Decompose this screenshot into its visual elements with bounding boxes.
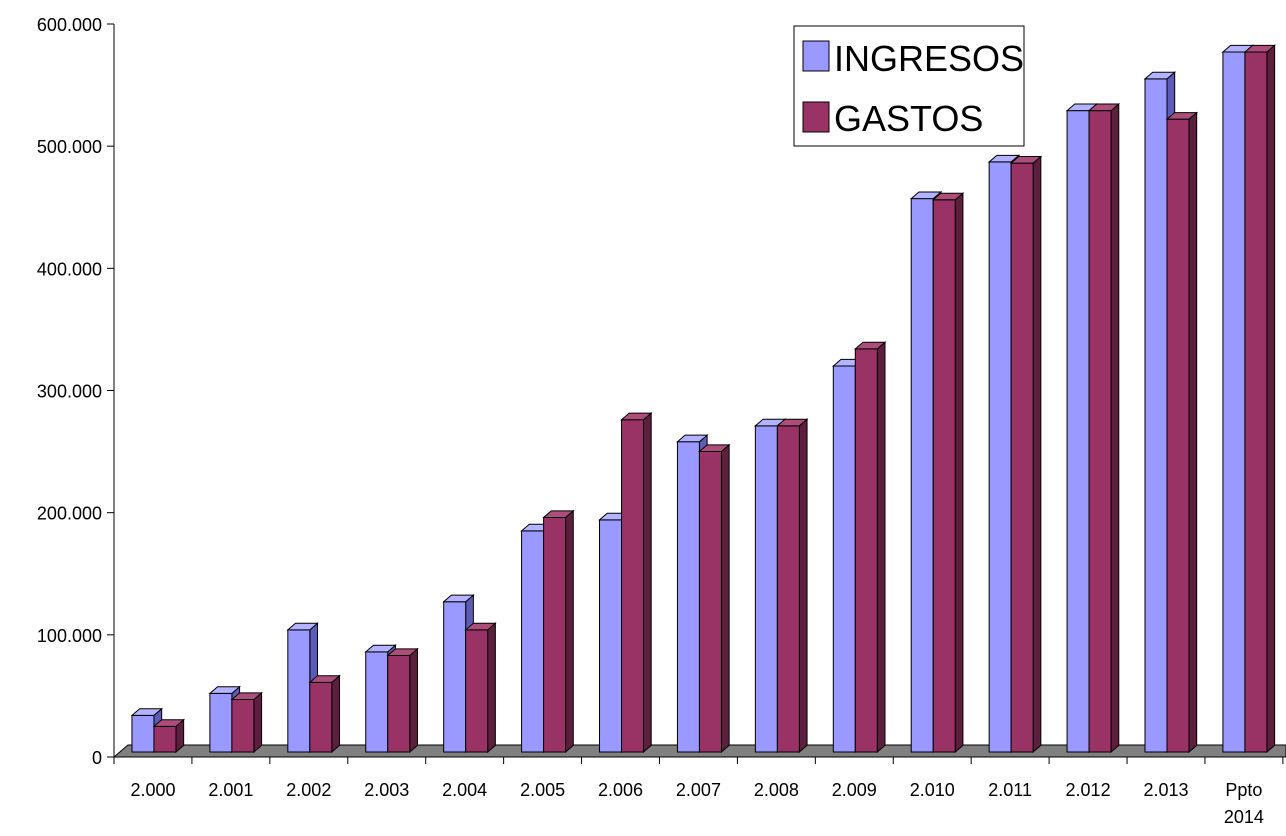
y-tick-label: 400.000 [37,259,102,279]
bar-gastos-2-000 [152,718,186,754]
bar-gastos-2-010 [931,192,965,754]
bar-gastos-2-002 [308,674,341,754]
legend-label-gastos: GASTOS [834,98,983,139]
x-tick-label-2-007: 2.007 [676,780,721,800]
legend-label-ingresos: INGRESOS [834,38,1024,79]
bars-group [130,44,1276,754]
x-tick-label-2-012: 2.012 [1066,780,1111,800]
x-tick-label-2-005: 2.005 [520,780,565,800]
x-tick-label-2-011: 2.011 [988,780,1032,800]
bar-gastos-2-003 [386,647,419,754]
bar-gastos-2-007 [698,443,731,754]
x-tick-label-2-002: 2.002 [286,780,331,800]
bar-gastos-ppto-2014 [1243,44,1276,754]
y-tick-label: 200.000 [37,504,102,524]
legend: INGRESOS GASTOS [793,25,1025,147]
bar-gastos-2-011 [1009,155,1043,754]
x-tick-label-2-009: 2.009 [832,780,877,800]
legend-swatch-gastos [802,101,830,133]
bar-gastos-2-013 [1165,111,1199,754]
bar-gastos-2-008 [776,418,809,754]
x-tick-label-2-004: 2.004 [442,780,487,800]
bar-gastos-2-012 [1087,102,1121,754]
y-tick-label: 300.000 [37,382,102,402]
x-tick-label-2-006: 2.006 [598,780,643,800]
y-tick-label: 0 [92,748,102,768]
x-tick-label-2-010: 2.010 [910,780,955,800]
bar-gastos-2-009 [853,341,887,754]
x-tick-label-2-001: 2.001 [208,780,253,800]
bar-gastos-2-006 [620,412,653,754]
x-tick-label-2-008: 2.008 [754,780,799,800]
x-axis: 2.000 2.001 2.002 2.003 2.004 2.005 2.006 2.007… [113,756,1286,827]
y-tick-label: 600.000 [37,15,102,35]
legend-swatch-ingresos [802,40,830,72]
x-tick-label-2-000: 2.000 [130,780,175,800]
bar-gastos-2-005 [542,509,575,754]
y-tick-label: 100.000 [37,626,102,646]
x-tick-label-2-003: 2.003 [364,780,409,800]
bar-gastos-2-001 [230,691,263,754]
x-tick-label-2-013: 2.013 [1143,780,1188,800]
y-tick-label: 500.000 [37,137,102,157]
y-axis: 0 100.000 200.000 300.000 400.000 500.000 600.… [37,15,115,768]
x-tick-label-ppto-2014: Ppto 2014 [1224,780,1264,827]
bar-gastos-2-004 [464,622,497,754]
legend-box [793,25,1025,147]
